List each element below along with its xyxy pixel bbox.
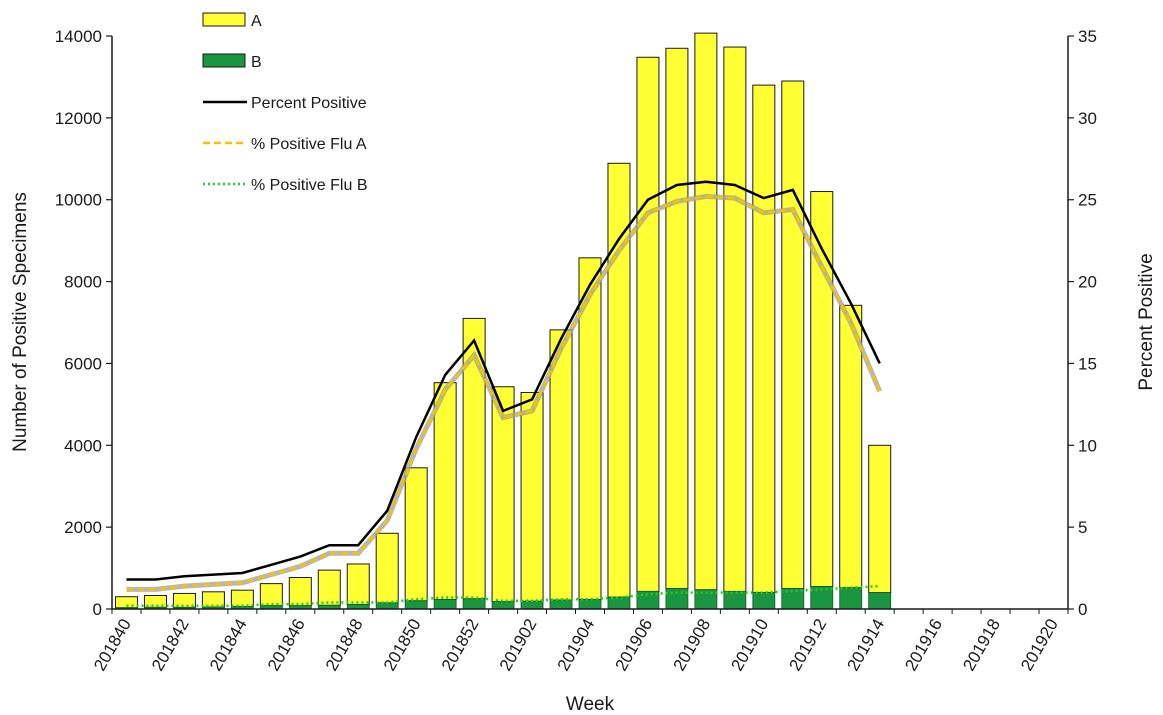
legend-label-percent-positive: Percent Positive bbox=[251, 95, 367, 112]
y-tick-label-2000: 2000 bbox=[64, 518, 102, 537]
bar-a-201849 bbox=[375, 532, 399, 604]
bar-a-201907 bbox=[665, 47, 689, 590]
x-tick-label-201914: 201914 bbox=[843, 616, 888, 675]
bar-b-201849 bbox=[375, 602, 399, 610]
bar-a-201847 bbox=[317, 569, 341, 606]
x-axis-title: Week bbox=[566, 694, 615, 715]
y-axis-title: Number of Positive Specimens bbox=[10, 192, 31, 452]
bar-b-201851 bbox=[433, 599, 457, 610]
bar-b-201914 bbox=[868, 592, 892, 610]
x-tick-label-201906: 201906 bbox=[612, 616, 657, 675]
legend-label-a: A bbox=[251, 13, 262, 30]
y-tick-label-10000: 10000 bbox=[55, 191, 102, 210]
bar-a-201913 bbox=[839, 304, 863, 589]
bar-b-201904 bbox=[578, 599, 602, 610]
y2-tick-label-20: 20 bbox=[1078, 273, 1097, 292]
y2-tick-label-0: 0 bbox=[1078, 600, 1087, 619]
y2-tick-label-35: 35 bbox=[1078, 27, 1097, 46]
y-tick-label-8000: 8000 bbox=[64, 273, 102, 292]
line-percent-positive-flu-a bbox=[126, 195, 881, 591]
x-tick-label-201918: 201918 bbox=[959, 616, 1004, 675]
legend-label-positive-flu-b: % Positive Flu B bbox=[251, 177, 367, 194]
bar-b-201910 bbox=[752, 592, 776, 610]
bar-a-201846 bbox=[288, 576, 312, 607]
ticks-layer: 0 2000 4000 6000 8000 10000 12000 14000 0 5 10 15 20… bbox=[55, 27, 1097, 674]
x-tick-label-201844: 201844 bbox=[206, 616, 251, 675]
bar-a-201914 bbox=[868, 444, 892, 594]
y2-tick-label-15: 15 bbox=[1078, 354, 1097, 373]
x-tick-label-201846: 201846 bbox=[264, 616, 309, 675]
bar-a-201848 bbox=[346, 563, 370, 605]
y-tick-label-0: 0 bbox=[93, 600, 102, 619]
legend-label-b: B bbox=[251, 54, 262, 71]
bar-a-201850 bbox=[404, 467, 428, 602]
legend: A B Percent Positive % Positive Flu A % Posi… bbox=[202, 12, 367, 194]
y2-tick-label-25: 25 bbox=[1078, 191, 1097, 210]
y-tick-label-14000: 14000 bbox=[55, 27, 102, 46]
x-tick-label-201912: 201912 bbox=[785, 616, 830, 675]
bars-layer bbox=[114, 32, 892, 610]
x-tick-label-201920: 201920 bbox=[1017, 616, 1062, 675]
x-tick-label-201902: 201902 bbox=[496, 616, 541, 675]
bar-b-201852 bbox=[462, 598, 486, 610]
line-percent-positive-flu-b bbox=[126, 584, 880, 607]
x-tick-label-201908: 201908 bbox=[670, 616, 715, 675]
bar-a-201911 bbox=[781, 80, 805, 590]
bar-a-201902 bbox=[520, 391, 544, 602]
legend-swatch-b bbox=[202, 53, 246, 68]
bar-a-201845 bbox=[259, 583, 283, 607]
bar-b-201909 bbox=[723, 591, 747, 610]
bar-a-201844 bbox=[230, 589, 254, 608]
x-tick-label-201850: 201850 bbox=[380, 616, 425, 675]
bar-a-201840 bbox=[114, 596, 138, 609]
bar-a-201851 bbox=[433, 382, 457, 601]
lines-layer bbox=[126, 180, 883, 607]
y2-tick-label-30: 30 bbox=[1078, 109, 1097, 128]
bar-b-201913 bbox=[839, 587, 863, 610]
x-tick-label-201840: 201840 bbox=[90, 616, 135, 675]
axes-layer bbox=[111, 36, 1069, 610]
bar-b-201902 bbox=[520, 600, 544, 610]
y-tick-label-12000: 12000 bbox=[55, 109, 102, 128]
x-tick-label-201910: 201910 bbox=[727, 616, 772, 675]
y-tick-label-4000: 4000 bbox=[64, 436, 102, 455]
x-tick-label-201848: 201848 bbox=[322, 616, 367, 675]
line-percent-positive bbox=[126, 180, 881, 581]
y2-tick-label-10: 10 bbox=[1078, 436, 1097, 455]
x-tick-label-201904: 201904 bbox=[554, 616, 599, 675]
y-tick-label-6000: 6000 bbox=[64, 354, 102, 373]
x-tick-label-201842: 201842 bbox=[148, 616, 193, 675]
x-tick-label-201916: 201916 bbox=[901, 616, 946, 675]
y2-tick-label-5: 5 bbox=[1078, 518, 1087, 537]
x-tick-label-201852: 201852 bbox=[438, 616, 483, 675]
bar-b-201903 bbox=[549, 599, 573, 610]
bar-a-201909 bbox=[723, 46, 747, 592]
bar-b-201850 bbox=[404, 600, 428, 610]
bar-b-201901 bbox=[491, 601, 515, 610]
bar-a-201908 bbox=[694, 32, 718, 591]
legend-swatch-a bbox=[202, 12, 246, 27]
y2-axis-title: Percent Positive bbox=[1136, 253, 1157, 390]
bar-b-201911 bbox=[781, 588, 805, 610]
bar-a-201906 bbox=[636, 56, 660, 592]
legend-label-positive-flu-a: % Positive Flu A bbox=[251, 136, 367, 153]
bar-a-201910 bbox=[752, 84, 776, 594]
bar-b-201906 bbox=[636, 591, 660, 610]
